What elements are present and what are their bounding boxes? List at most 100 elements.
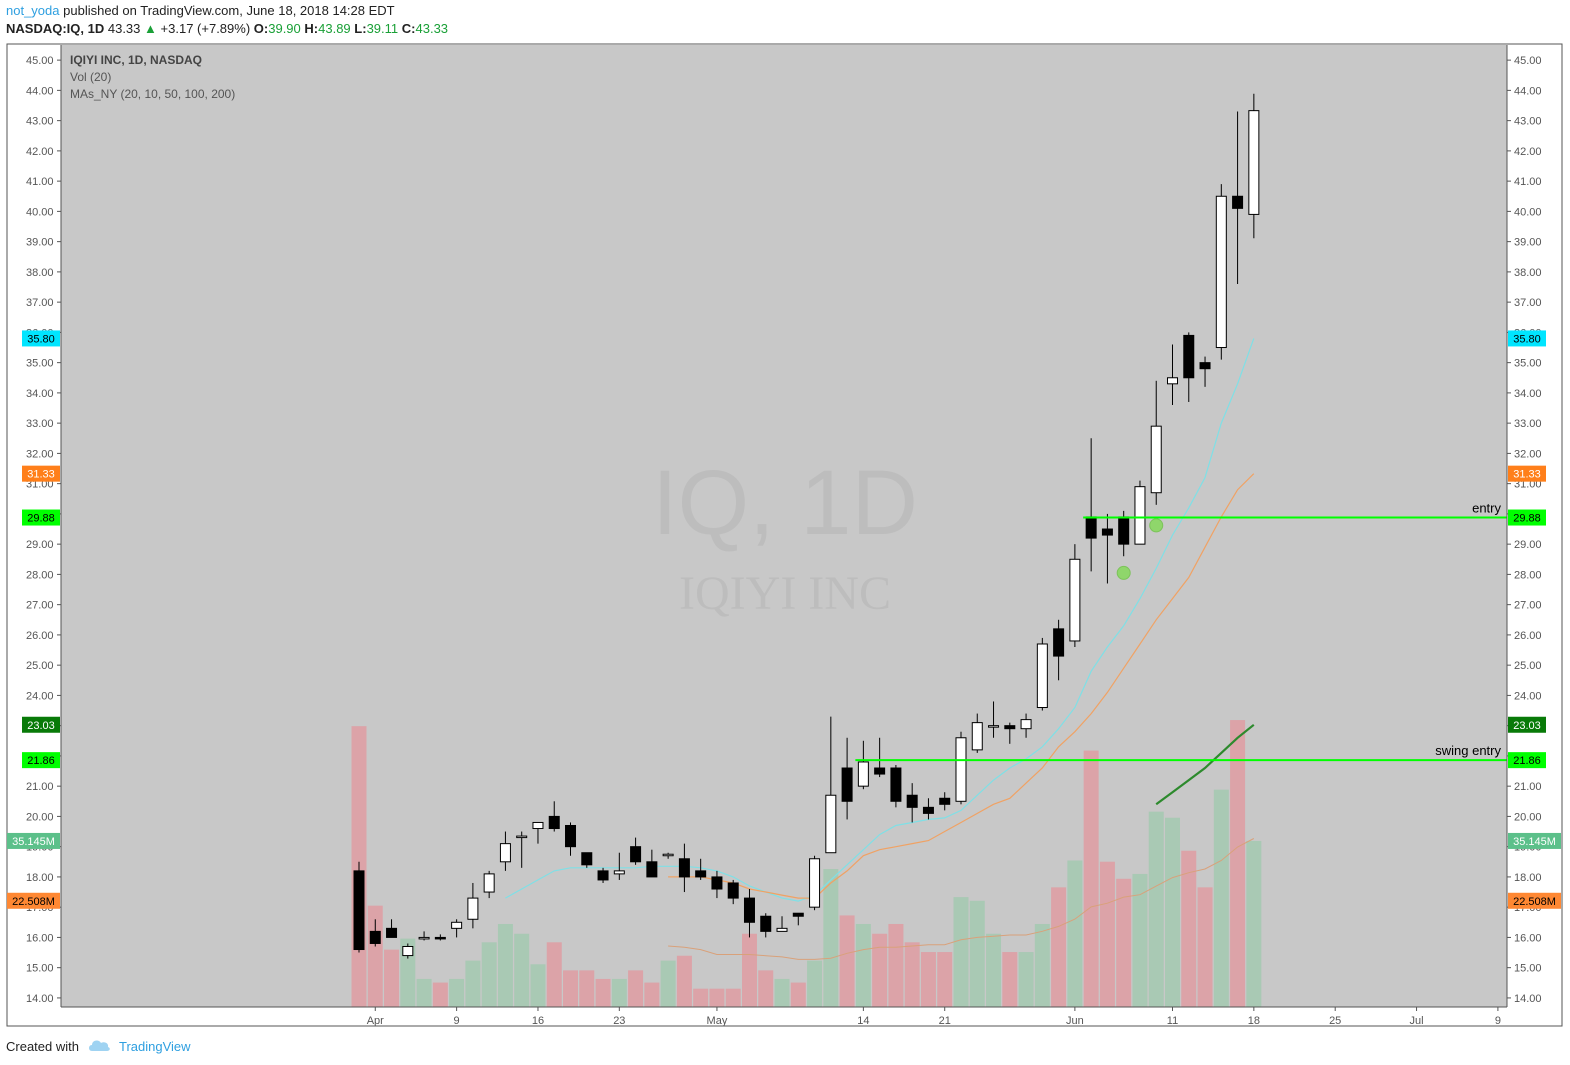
candle-body bbox=[418, 936, 430, 940]
volume-bar bbox=[855, 923, 871, 1007]
y-tick-label-right: 27.00 bbox=[1514, 600, 1542, 612]
y-tick-label-left: 44.00 bbox=[26, 85, 54, 97]
volume-bar bbox=[839, 915, 855, 1007]
legend-mas[interactable]: MAs_NY (20, 10, 50, 100, 200) bbox=[70, 87, 235, 101]
tradingview-link[interactable]: TradingView bbox=[118, 1039, 191, 1054]
candle-body bbox=[1069, 558, 1081, 642]
candle-body bbox=[809, 858, 821, 908]
horizontal-lines[interactable]: entry swing entry bbox=[855, 501, 1507, 762]
volume-bar bbox=[384, 949, 400, 1007]
volume-bar bbox=[823, 869, 839, 1007]
volume-tag-label-left: 22.508M bbox=[12, 896, 55, 908]
candle-body bbox=[1020, 719, 1032, 730]
candle-body bbox=[760, 915, 772, 932]
candle-body bbox=[630, 846, 642, 863]
ohlc-header: NASDAQ:IQ, 1D 43.33 ▲ +3.17 (+7.89%) O:3… bbox=[6, 21, 448, 36]
candle-body bbox=[646, 861, 658, 878]
y-tick-label-left: 15.00 bbox=[26, 963, 54, 975]
horizontal-line-label: swing entry bbox=[1435, 743, 1501, 758]
y-tick-label-left: 28.00 bbox=[26, 569, 54, 581]
y-tick-label-right: 29.00 bbox=[1514, 539, 1542, 551]
candle-body bbox=[483, 873, 495, 893]
y-tick-label-right: 16.00 bbox=[1514, 932, 1542, 944]
candle-body bbox=[1150, 425, 1162, 494]
volume-bar bbox=[920, 952, 936, 1007]
ma10-line bbox=[505, 338, 1255, 902]
price-tag-label-right: 31.33 bbox=[1513, 469, 1541, 481]
candle-body bbox=[841, 767, 853, 802]
price-tag-label-right: 21.86 bbox=[1513, 755, 1541, 767]
price-tag-right bbox=[1508, 509, 1546, 526]
y-tick-label-left: 27.00 bbox=[26, 600, 54, 612]
volume-bar bbox=[953, 897, 969, 1007]
volume-ma-line bbox=[668, 838, 1255, 960]
volume-bar bbox=[790, 982, 806, 1007]
volume-tag-left bbox=[7, 832, 60, 849]
candle-body bbox=[1085, 516, 1097, 539]
price-tag-right bbox=[1508, 330, 1546, 347]
author-link[interactable]: not_yoda bbox=[6, 3, 60, 18]
volume-bar bbox=[628, 970, 644, 1007]
volume-bars bbox=[351, 720, 1262, 1007]
x-tick-label: May bbox=[707, 1015, 728, 1027]
candle-body bbox=[369, 930, 381, 944]
volume-bar bbox=[1018, 952, 1034, 1007]
close-label: C: bbox=[401, 21, 416, 36]
candle-body bbox=[988, 725, 1000, 728]
volume-bar bbox=[969, 900, 985, 1007]
change-label: +3.17 (+7.89%) bbox=[160, 21, 251, 36]
candle-body bbox=[922, 806, 934, 814]
y-tick-label-right: 42.00 bbox=[1514, 146, 1542, 158]
candle-body bbox=[613, 870, 625, 875]
low-value: 39.11 bbox=[366, 21, 399, 36]
y-tick-label-right: 26.00 bbox=[1514, 630, 1542, 642]
y-tick-label-right: 43.00 bbox=[1514, 116, 1542, 128]
candle-body bbox=[1134, 486, 1146, 545]
volume-bar bbox=[1002, 952, 1018, 1007]
price-tag-left bbox=[22, 330, 60, 347]
candle-body bbox=[467, 897, 479, 920]
open-value: 39.90 bbox=[268, 21, 301, 36]
candle-body bbox=[402, 945, 414, 957]
tradingview-cloud-icon bbox=[87, 1038, 111, 1055]
volume-tag-label-right: 35.145M bbox=[1513, 836, 1556, 848]
plot-area[interactable] bbox=[61, 45, 1507, 1007]
volume-tag-left bbox=[7, 892, 60, 909]
candle-body bbox=[906, 794, 918, 808]
y-tick-label-right: 45.00 bbox=[1514, 55, 1542, 67]
volume-bar bbox=[1230, 720, 1246, 1007]
price-tag-label-right: 29.88 bbox=[1513, 513, 1541, 525]
price-tag-label-left: 31.33 bbox=[27, 469, 55, 481]
candle-body bbox=[581, 852, 593, 866]
candle-body bbox=[662, 853, 674, 857]
candle-body bbox=[1004, 725, 1016, 730]
candle-body bbox=[516, 835, 528, 839]
candle-body bbox=[1036, 643, 1048, 709]
price-tag-label-right: 23.03 bbox=[1513, 720, 1541, 732]
candle-body bbox=[776, 927, 788, 932]
y-tick-label-right: 34.00 bbox=[1514, 388, 1542, 400]
volume-bar bbox=[514, 933, 530, 1007]
x-tick-label: Jun bbox=[1066, 1015, 1084, 1027]
x-tick-label: 21 bbox=[939, 1015, 951, 1027]
legend-volume[interactable]: Vol (20) bbox=[70, 70, 111, 84]
y-tick-label-right: 33.00 bbox=[1514, 418, 1542, 430]
volume-bar bbox=[563, 970, 579, 1007]
volume-bar bbox=[872, 933, 888, 1007]
x-tick-label: 9 bbox=[1495, 1015, 1501, 1027]
ma50-line bbox=[1155, 723, 1255, 806]
volume-bar bbox=[774, 978, 790, 1007]
x-tick-label: 23 bbox=[613, 1015, 625, 1027]
up-arrow-icon: ▲ bbox=[144, 21, 157, 36]
candle-body bbox=[695, 870, 707, 878]
x-tick-label: 11 bbox=[1167, 1015, 1178, 1027]
candle-body bbox=[743, 897, 755, 923]
y-tick-label-right: 39.00 bbox=[1514, 237, 1542, 249]
y-tick-label-left: 18.00 bbox=[26, 872, 54, 884]
candle-body bbox=[1183, 334, 1195, 379]
x-tick-label: 14 bbox=[857, 1015, 869, 1027]
price-tag-left bbox=[22, 716, 60, 733]
y-tick-label-left: 25.00 bbox=[26, 660, 54, 672]
y-tick-label-left: 39.00 bbox=[26, 237, 54, 249]
